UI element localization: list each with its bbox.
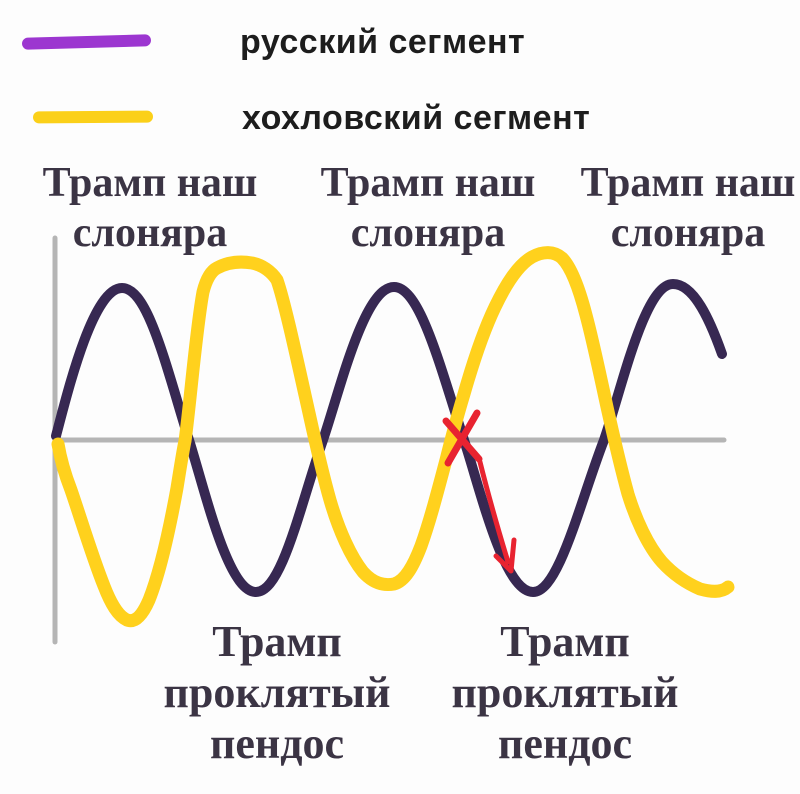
red-arrow — [477, 459, 517, 574]
peak-label-1: Трамп наш слоняра — [0, 158, 300, 258]
legend-label-russian: русский сегмент — [240, 23, 526, 61]
peak-label-3: Трамп наш слоняра — [538, 158, 800, 258]
trough-label-2-line1: Трамп — [500, 617, 630, 666]
peak-label-1-line1: Трамп наш — [42, 160, 258, 206]
trough-label-1-line1: Трамп — [212, 617, 342, 666]
trough-label-2-line3: пендос — [497, 719, 633, 768]
trough-label-1-line2: проклятый — [163, 668, 391, 717]
peak-label-1-line2: слоняра — [72, 210, 228, 256]
trough-label-1: Трамп проклятый пендос — [127, 616, 427, 769]
peak-label-2-line1: Трамп наш — [320, 160, 536, 206]
ukrainian-segment-wave — [51, 246, 735, 628]
peak-label-3-line2: слоняра — [610, 210, 766, 256]
trough-label-1-line3: пендос — [209, 719, 345, 768]
red-x-mark — [442, 409, 483, 467]
legend-label-ukrainian: хохловский сегмент — [242, 99, 591, 137]
peak-label-2-line2: слоняра — [350, 210, 506, 256]
peak-label-3-line1: Трамп наш — [580, 160, 796, 206]
trough-label-2: Трамп проклятый пендос — [415, 616, 715, 769]
peak-label-2: Трамп наш слоняра — [278, 158, 578, 258]
trough-label-2-line2: проклятый — [451, 668, 679, 717]
